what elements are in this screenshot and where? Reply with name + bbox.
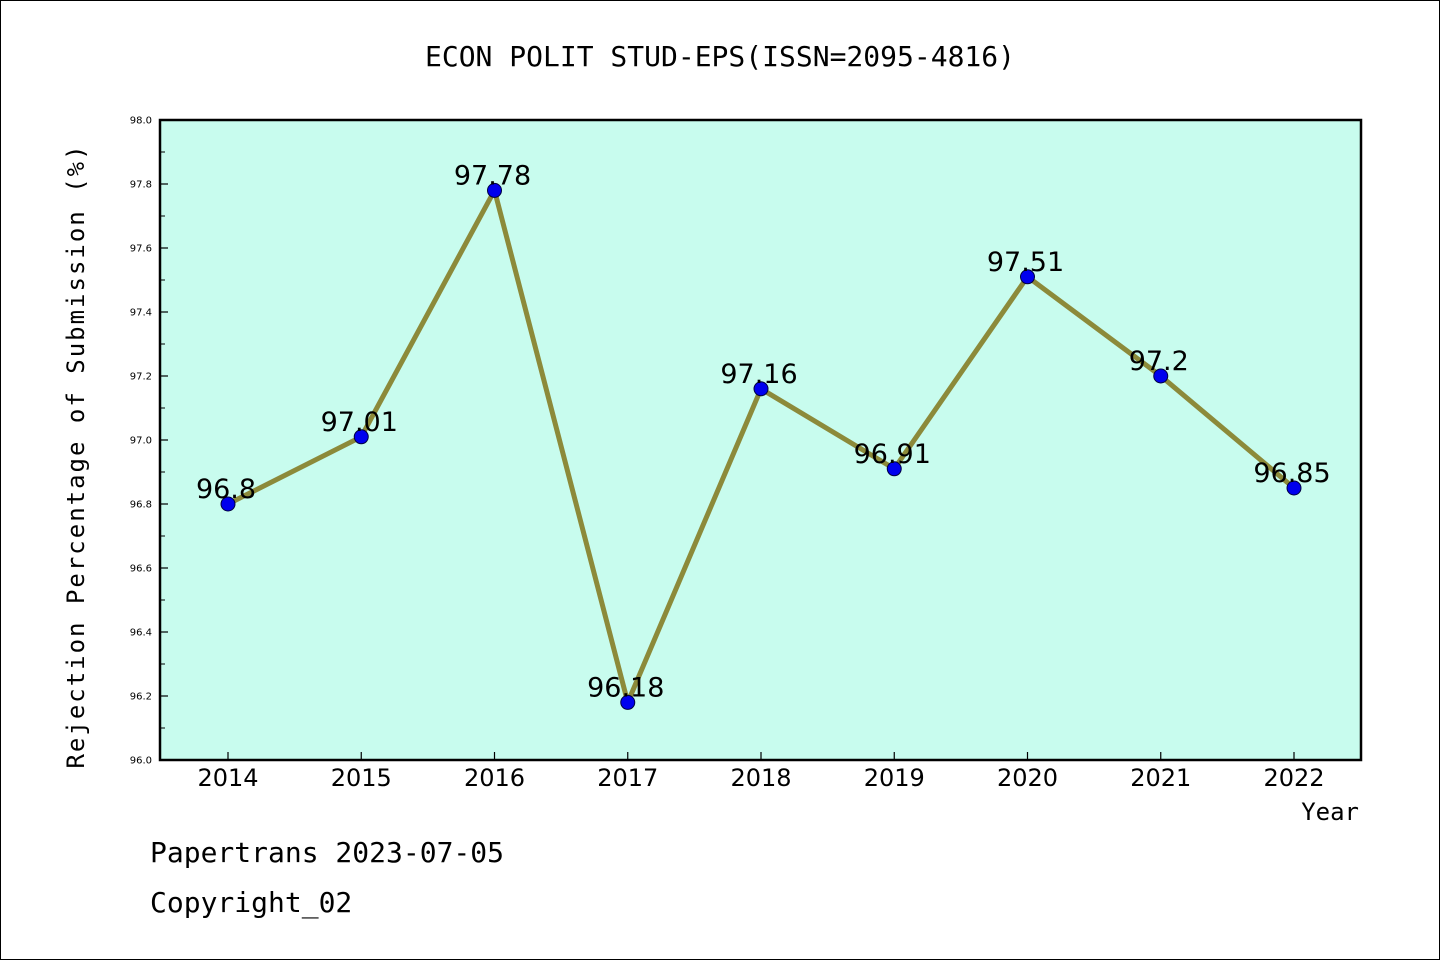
data-labels: 96.8 97.01 97.78 96.18 97.16 96.91 97.51 97.2 96… — [196, 160, 1331, 703]
data-point — [220, 496, 236, 512]
data-label: 96.91 — [854, 439, 931, 470]
y-tick-label: 96.4 — [130, 628, 152, 639]
y-tick-label: 97.0 — [130, 436, 152, 447]
x-tick-label: 2019 — [864, 764, 925, 792]
x-axis: 2014 2015 2016 2017 2018 2019 2020 2021 2022 — [197, 752, 1325, 792]
data-point — [1020, 269, 1035, 285]
data-point — [1286, 480, 1302, 496]
chart-title: ECON POLIT STUD-EPS(ISSN=2095-4816) — [425, 40, 1015, 73]
x-tick-label: 2018 — [730, 764, 791, 792]
data-label: 97.78 — [454, 160, 531, 191]
plot-area — [158, 118, 1363, 762]
data-label: 97.2 — [1129, 346, 1189, 377]
data-label: 96.18 — [587, 672, 664, 703]
y-axis: 96.0 96.2 96.4 96.6 96.8 97.0 97.2 97.4 97.6 97.8… — [130, 116, 168, 767]
data-point — [353, 429, 369, 445]
x-tick-label: 2022 — [1263, 764, 1324, 792]
data-label: 97.01 — [321, 407, 398, 438]
data-points — [220, 182, 1302, 710]
x-tick-label: 2021 — [1130, 764, 1191, 792]
y-tick-label: 97.2 — [130, 372, 152, 383]
footer-date: Papertrans 2023-07-05 — [150, 836, 505, 869]
data-label: 96.8 — [196, 474, 256, 505]
x-axis-label: Year — [1301, 798, 1359, 826]
x-tick-label: 2015 — [331, 764, 392, 792]
y-tick-label: 96.6 — [130, 564, 152, 575]
y-tick-label: 96.0 — [130, 756, 152, 767]
y-tick-label: 97.6 — [130, 244, 152, 255]
y-tick-label: 98.0 — [130, 116, 152, 127]
x-tick-label: 2014 — [197, 764, 258, 792]
y-tick-label: 97.4 — [130, 308, 152, 319]
data-point — [620, 694, 636, 710]
x-tick-label: 2016 — [464, 764, 525, 792]
y-tick-label: 96.2 — [130, 692, 152, 703]
footer-copyright: Copyright_02 — [150, 886, 353, 919]
x-tick-label: 2020 — [997, 764, 1058, 792]
data-label: 96.85 — [1253, 458, 1330, 489]
y-tick-label: 96.8 — [130, 500, 152, 511]
data-label: 97.51 — [987, 247, 1064, 278]
data-point — [1153, 368, 1169, 384]
y-tick-label: 97.8 — [130, 180, 152, 191]
x-tick-label: 2017 — [597, 764, 658, 792]
data-point — [487, 182, 502, 198]
data-point — [886, 461, 902, 477]
data-point — [753, 381, 769, 397]
data-label: 97.16 — [720, 359, 797, 390]
y-axis-label: Rejection Percentage of Submission (%) — [62, 143, 90, 768]
